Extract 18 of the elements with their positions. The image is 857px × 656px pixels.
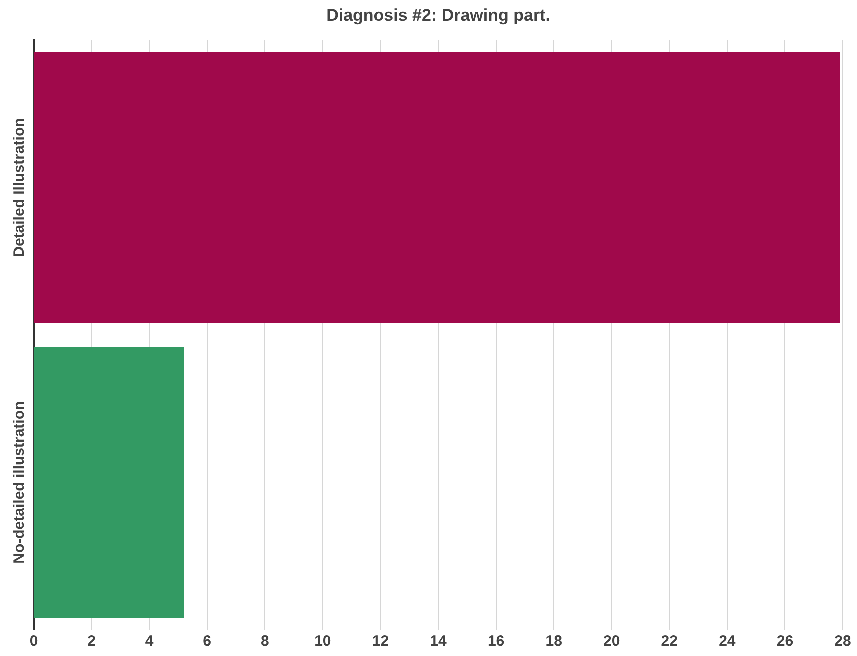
x-tick-label: 24 [719,633,736,650]
x-tick-label: 28 [834,633,852,650]
x-tick-label: 8 [260,633,270,650]
x-tick-label: 26 [776,633,794,650]
x-tick-label: 16 [488,633,505,650]
x-tick-label: 0 [30,633,38,650]
x-tick-label: 2 [88,633,96,650]
y-tick-label: Detailed Illustration [11,118,28,258]
x-tick-label: 12 [372,633,390,650]
x-tick-label: 10 [314,633,332,650]
x-tick-label: 14 [430,633,448,650]
y-tick-label: No-detailed illustration [11,401,28,564]
x-tick-label: 6 [203,633,212,650]
chart-title: Diagnosis #2: Drawing part. [326,6,550,25]
x-tick-label: 4 [145,633,154,650]
x-tick-label: 22 [661,633,678,650]
x-tick-label: 20 [604,633,620,650]
x-tick-label: 18 [546,633,562,650]
